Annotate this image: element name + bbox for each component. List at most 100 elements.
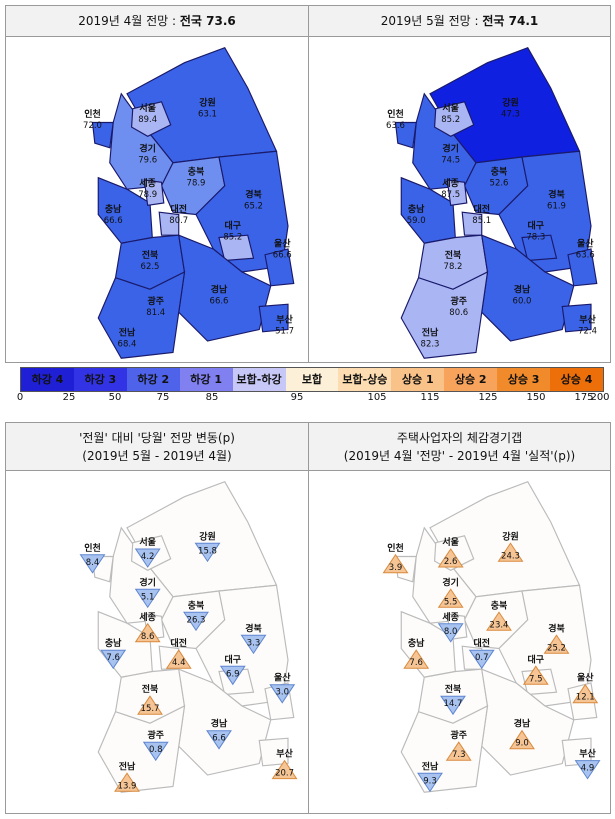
region-label-gyeongnam: 경남 [514,284,531,296]
legend-item: 하강 2 [126,368,180,391]
region-label-jeonnam: 전남 [119,326,136,338]
region-label-busan: 부산 [579,748,596,760]
down-triangle-icon [437,623,464,643]
region-label-gyeonggi: 경기 [139,576,156,588]
region-value-gyeongnam: 60.0 [513,297,532,307]
up-triangle-icon [271,759,298,780]
region-value-chungnam: 7.6 [409,658,423,668]
panel-title: '전월' 대비 '당월' 전망 변동(p) (2019년 5월 - 2019년 4… [6,423,308,471]
region-label-daegu: 대구 [528,219,545,231]
region-label-chungnam: 충남 [105,637,122,649]
down-triangle-icon [417,772,443,793]
region-label-gangwon: 강원 [502,530,519,542]
region-label-seoul: 서울 [442,536,459,548]
region-label-gyeonggi: 경기 [442,142,459,154]
region-value-incheon: 72.0 [83,121,102,131]
region-value-chungnam: 59.0 [407,216,426,226]
region-label-gyeongbuk: 경북 [548,622,565,634]
region-label-daegu: 대구 [225,653,242,665]
legend-ticks: 0 25 50 75 85 95 105 115 125 150 175 200 [0,392,615,408]
up-triangle-icon [522,665,549,685]
region-label-ulsan: 울산 [577,238,594,250]
region-label-daejeon: 대전 [473,203,490,215]
region-label-seoul: 서울 [442,102,459,114]
region-label-gwangju: 광주 [450,729,467,741]
region-value-gyeongbuk: 25.2 [547,643,566,653]
region-value-sejong: 87.5 [441,190,460,200]
region-value-gangwon: 63.1 [198,109,217,119]
region-value-gangwon: 15.8 [198,546,217,556]
region-value-gyeonggi: 79.6 [138,155,157,165]
region-incheon [394,121,417,149]
region-label-ulsan: 울산 [274,672,291,684]
up-triangle-icon [403,649,430,669]
region-value-sejong: 8.0 [444,627,458,637]
region-value-daejeon: 4.4 [172,658,186,668]
region-value-gyeongbuk: 65.2 [244,201,263,211]
region-ulsan [264,248,295,287]
region-label-gwangju: 광주 [450,295,467,307]
panel-title: 주택사업자의 체감경기갭 (2019년 4월 '전망' - 2019년 4월 '실… [309,423,610,471]
legend-tick: 85 [205,392,219,403]
region-value-jeonbuk: 78.2 [444,262,463,272]
up-triangle-icon [445,741,472,761]
region-label-gyeongnam: 경남 [211,718,228,730]
legend-bar: 하강 4 하강 3 하강 2 하강 1 보합-하강 보합 보합-상승 상승 1 상승 2 상승 3… [20,367,604,392]
region-label-gyeonggi: 경기 [442,576,459,588]
region-label-seoul: 서울 [139,536,156,548]
region-value-gangwon: 47.3 [501,109,520,119]
region-jeonnam [97,704,186,793]
legend-tick: 150 [526,392,546,403]
region-label-gyeongnam: 경남 [211,284,228,296]
region-label-gyeonggi: 경기 [139,142,156,154]
region-daegu [218,234,255,262]
legend-tick: 75 [156,392,170,403]
region-value-chungnam: 7.6 [106,653,120,663]
region-value-busan: 20.7 [275,769,294,779]
region-value-chungbuk: 78.9 [187,178,206,188]
region-label-sejong: 세종 [442,177,459,189]
legend-item: 하강 4 [21,368,74,391]
legend-item: 보합-상승 [338,368,392,391]
up-triangle-icon [437,588,464,608]
region-value-jeonnam: 13.9 [118,781,137,791]
region-sejong [143,179,165,206]
region-label-gwangju: 광주 [147,295,164,307]
down-triangle-icon [240,634,267,655]
region-value-daejeon: 85.1 [472,216,491,226]
region-label-chungbuk: 충북 [188,165,205,177]
region-jeonnam [400,270,489,359]
legend-tick: 95 [290,392,304,403]
down-triangle-icon [100,649,127,670]
region-value-ulsan: 63.6 [576,251,595,261]
region-value-jeonnam: 82.3 [421,339,440,349]
region-label-sejong: 세종 [139,177,156,189]
region-label-incheon: 인천 [84,109,101,120]
region-value-incheon: 63.6 [386,121,405,131]
region-value-chungbuk: 23.4 [490,620,509,630]
region-value-ulsan: 66.6 [273,251,292,261]
region-value-gwangju: 7.3 [452,750,466,760]
region-value-daegu: 85.2 [223,232,242,242]
region-value-chungbuk: 52.6 [490,178,509,188]
legend-tick: 0 [16,392,24,403]
region-label-busan: 부산 [276,748,293,760]
region-value-incheon: 3.9 [389,563,403,573]
up-triangle-icon [437,548,464,568]
region-label-gyeongbuk: 경북 [245,622,262,634]
up-triangle-icon [497,542,524,562]
up-triangle-icon [543,634,570,654]
down-triangle-icon [142,741,169,762]
map-april: 서울89.4인천72.0경기79.6강원63.1충북78.9세종78.9충남66… [83,47,295,359]
region-label-busan: 부산 [276,314,293,326]
region-incheon [91,121,114,149]
region-label-incheon: 인천 [387,109,404,120]
up-triangle-icon [114,772,140,792]
down-triangle-icon [219,665,246,686]
region-busan [258,737,289,767]
down-triangle-icon [79,554,106,574]
legend-tick: 115 [420,392,440,403]
region-value-daegu: 7.5 [529,674,543,684]
region-label-chungnam: 충남 [408,203,425,215]
region-jeonnam [97,270,186,359]
